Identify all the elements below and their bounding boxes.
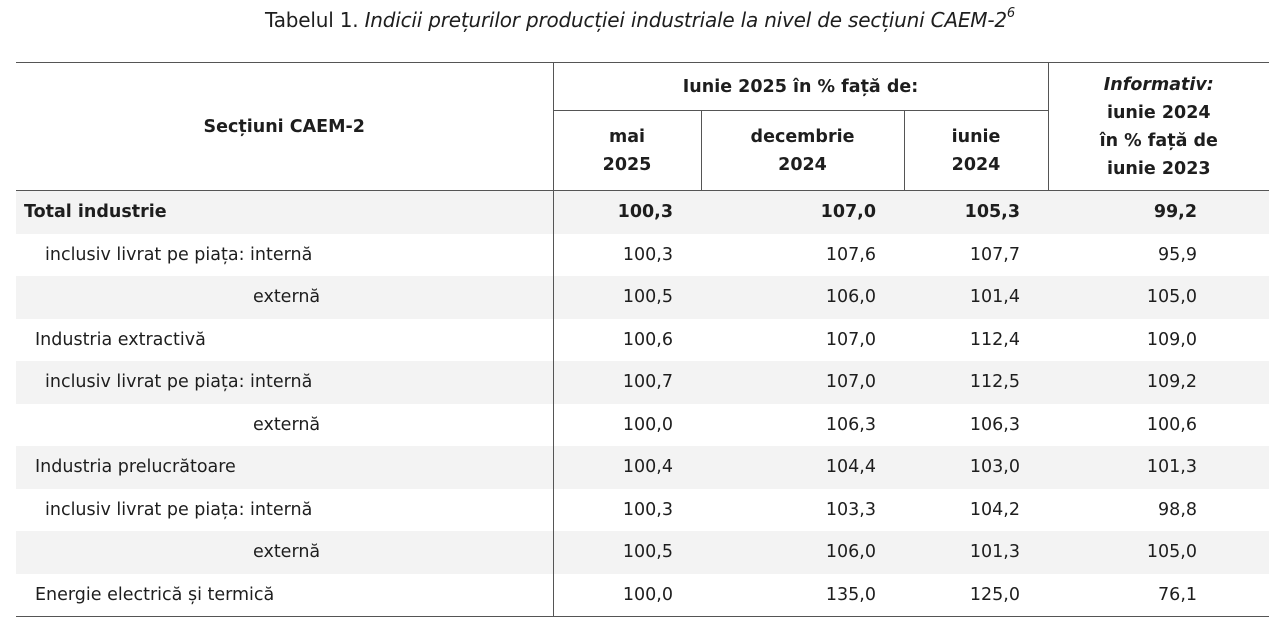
header-col-may-line-2: 2025 [602, 154, 652, 175]
cell-informative: 101,3 [1048, 446, 1270, 489]
row-label: externă [16, 276, 554, 319]
header-informative: Informativ: iunie 2024 în % față de iuni… [1048, 62, 1270, 191]
header-col-may-line-1: mai [608, 126, 646, 147]
header-info-line-1: Informativ: [1103, 74, 1214, 95]
row-label: inclusiv livrat pe piața: internă [16, 488, 554, 531]
cell-may: 100,3 [553, 233, 701, 276]
cell-december: 135,0 [701, 573, 904, 617]
cell-june: 105,3 [904, 190, 1049, 234]
caption-footnote: 6 [1006, 6, 1015, 22]
cell-december: 107,0 [701, 361, 904, 404]
caption-prefix: Tabelul 1. [265, 8, 359, 32]
cell-informative: 105,0 [1048, 276, 1270, 319]
header-col-may: mai 2025 [553, 110, 702, 191]
caption-title: Indicii prețurilor producției industrial… [364, 8, 1008, 32]
row-label: Total industrie [16, 190, 554, 234]
table-row: externă 100,0 106,3 106,3 100,6 [16, 403, 1270, 446]
cell-may: 100,6 [553, 318, 701, 361]
cell-june: 112,5 [904, 361, 1049, 404]
price-index-table: Secțiuni CAEM-2 Iunie 2025 în % față de:… [16, 62, 1270, 617]
header-col-june-line-1: iunie [951, 126, 1001, 147]
row-label: externă [16, 403, 554, 446]
cell-june: 101,4 [904, 276, 1049, 319]
cell-december: 103,3 [701, 488, 904, 531]
header-col-june-line-2: 2024 [951, 154, 1001, 175]
header-group: Iunie 2025 în % față de: [553, 62, 1049, 111]
cell-may: 100,3 [553, 190, 701, 234]
cell-june: 104,2 [904, 488, 1049, 531]
cell-december: 106,0 [701, 276, 904, 319]
cell-informative: 105,0 [1048, 531, 1270, 574]
cell-may: 100,3 [553, 488, 701, 531]
header-col-december-line-2: 2024 [778, 154, 827, 175]
cell-june: 103,0 [904, 446, 1049, 489]
row-label: inclusiv livrat pe piața: internă [16, 361, 554, 404]
header-col-december-line-1: decembrie [750, 126, 855, 147]
cell-may: 100,4 [553, 446, 701, 489]
cell-informative: 98,8 [1048, 488, 1270, 531]
header-info-line-2: iunie 2024 [1106, 102, 1211, 123]
cell-informative: 109,0 [1048, 318, 1270, 361]
cell-informative: 109,2 [1048, 361, 1270, 404]
table-row: inclusiv livrat pe piața: internă 100,3 … [16, 488, 1270, 531]
table-caption: Tabelul 1. Indicii prețurilor producției… [0, 6, 1280, 32]
cell-informative: 76,1 [1048, 573, 1270, 617]
cell-may: 100,0 [553, 573, 701, 617]
cell-december: 107,0 [701, 190, 904, 234]
cell-may: 100,0 [553, 403, 701, 446]
header-col-december: decembrie 2024 [701, 110, 905, 191]
cell-june: 107,7 [904, 233, 1049, 276]
cell-may: 100,5 [553, 276, 701, 319]
header-col-june: iunie 2024 [904, 110, 1049, 191]
cell-informative: 99,2 [1048, 190, 1270, 234]
cell-december: 106,0 [701, 531, 904, 574]
header-sections: Secțiuni CAEM-2 [16, 62, 554, 191]
row-label: inclusiv livrat pe piața: internă [16, 233, 554, 276]
table-row: externă 100,5 106,0 101,3 105,0 [16, 531, 1270, 574]
table-row: Industria prelucrătoare 100,4 104,4 103,… [16, 446, 1270, 489]
row-label: externă [16, 531, 554, 574]
cell-december: 107,6 [701, 233, 904, 276]
table-row: inclusiv livrat pe piața: internă 100,3 … [16, 233, 1270, 276]
cell-december: 106,3 [701, 403, 904, 446]
cell-december: 104,4 [701, 446, 904, 489]
header-info-line-3: în % față de [1099, 130, 1218, 151]
table-row: Energie electrică și termică 100,0 135,0… [16, 573, 1270, 617]
cell-june: 125,0 [904, 573, 1049, 617]
header-info-line-4: iunie 2023 [1106, 158, 1211, 179]
cell-december: 107,0 [701, 318, 904, 361]
row-label: Industria extractivă [16, 318, 554, 361]
cell-june: 106,3 [904, 403, 1049, 446]
cell-informative: 100,6 [1048, 403, 1270, 446]
table-row: inclusiv livrat pe piața: internă 100,7 … [16, 361, 1270, 404]
table-row: Industria extractivă 100,6 107,0 112,4 1… [16, 318, 1270, 361]
table-row: externă 100,5 106,0 101,4 105,0 [16, 276, 1270, 319]
table-row: Total industrie 100,3 107,0 105,3 99,2 [16, 190, 1270, 234]
cell-may: 100,7 [553, 361, 701, 404]
cell-may: 100,5 [553, 531, 701, 574]
cell-informative: 95,9 [1048, 233, 1270, 276]
row-label: Industria prelucrătoare [16, 446, 554, 489]
cell-june: 101,3 [904, 531, 1049, 574]
row-label: Energie electrică și termică [16, 573, 554, 617]
cell-june: 112,4 [904, 318, 1049, 361]
